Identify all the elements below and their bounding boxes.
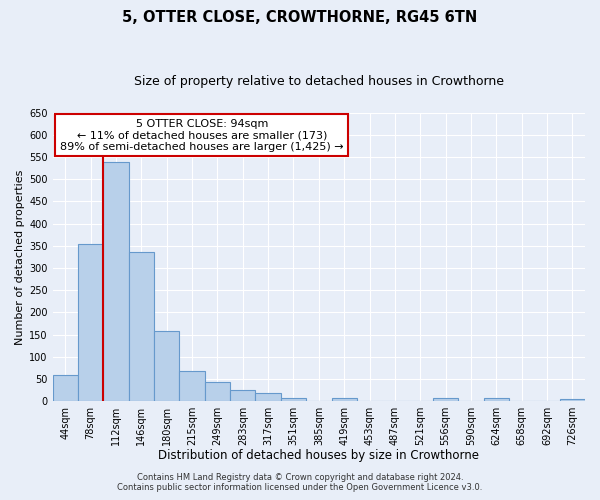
- Bar: [281, 398, 306, 401]
- Bar: [560, 399, 585, 401]
- Bar: [433, 398, 458, 401]
- Bar: [179, 371, 205, 401]
- Title: Size of property relative to detached houses in Crowthorne: Size of property relative to detached ho…: [134, 75, 504, 88]
- Bar: [78, 244, 103, 401]
- Y-axis label: Number of detached properties: Number of detached properties: [15, 169, 25, 344]
- Bar: [154, 332, 179, 401]
- Bar: [53, 376, 78, 401]
- X-axis label: Distribution of detached houses by size in Crowthorne: Distribution of detached houses by size …: [158, 450, 479, 462]
- Bar: [230, 390, 256, 401]
- Text: 5 OTTER CLOSE: 94sqm
← 11% of detached houses are smaller (173)
89% of semi-deta: 5 OTTER CLOSE: 94sqm ← 11% of detached h…: [60, 118, 344, 152]
- Text: 5, OTTER CLOSE, CROWTHORNE, RG45 6TN: 5, OTTER CLOSE, CROWTHORNE, RG45 6TN: [122, 10, 478, 25]
- Bar: [103, 162, 129, 401]
- Bar: [484, 398, 509, 401]
- Bar: [129, 252, 154, 401]
- Bar: [332, 398, 357, 401]
- Bar: [205, 382, 230, 401]
- Bar: [256, 392, 281, 401]
- Text: Contains HM Land Registry data © Crown copyright and database right 2024.
Contai: Contains HM Land Registry data © Crown c…: [118, 473, 482, 492]
